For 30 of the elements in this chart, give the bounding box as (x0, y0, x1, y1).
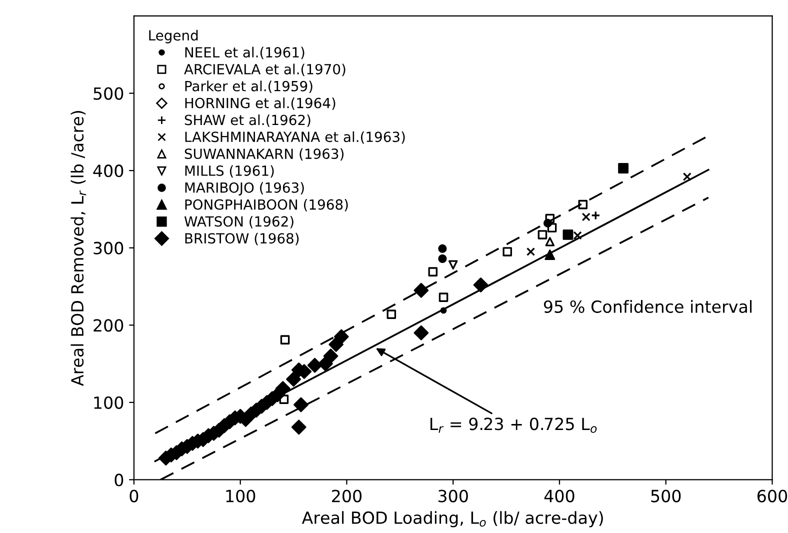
legend-label: HORNING et al.(1964) (185, 98, 336, 110)
legend-label: SHAW et al.(1962) (184, 114, 310, 127)
legend-label: PONGPHAIBOON (1968) (185, 199, 348, 212)
legend-title: Legend (149, 30, 198, 44)
legend-label: Parker et al.(1959) (185, 80, 312, 94)
y-tick-label: 0 (114, 474, 124, 486)
legend-label: MILLS (1961) (185, 165, 274, 178)
y-tick-label: 100 (94, 396, 124, 409)
x-tick-label: 600 (758, 490, 788, 502)
legend-label: LAKSHMINARAYANA et al.(1963) (185, 131, 405, 144)
y-tick-label: 200 (94, 319, 124, 332)
legend-label: BRISTOW (1968) (185, 232, 299, 246)
y-axis-title: Areal BOD Removed, L$_{r}$ (lb /acre) (70, 111, 86, 386)
legend-label: ARCIEVALA et al.(1970) (184, 64, 346, 76)
x-tick-label: 400 (544, 490, 574, 502)
y-tick-label: 400 (93, 164, 124, 178)
y-tick-label: 300 (94, 242, 124, 254)
legend-label: MARIBOJO (1963) (185, 182, 304, 196)
annotation: 95 % Confidence interval (544, 300, 752, 313)
legend-label: NEEL et al.(1961) (185, 46, 304, 60)
legend-label: SUWANNAKARN (1963) (184, 148, 344, 161)
x-tick-label: 0 (130, 490, 138, 502)
x-tick-label: 100 (226, 490, 256, 502)
x-tick-label: 300 (438, 490, 468, 502)
x-tick-label: 500 (651, 490, 681, 502)
legend-label: WATSON (1962) (184, 216, 294, 228)
x-axis-title: Areal BOD Loading, L$_{o}$ (lb/ acre-day) (302, 511, 603, 528)
annotation: L$_{r}$ = 9.23 + 0.725 L$_{o}$ (430, 418, 597, 433)
x-tick-label: 200 (332, 490, 362, 502)
y-tick-label: 500 (94, 87, 124, 100)
